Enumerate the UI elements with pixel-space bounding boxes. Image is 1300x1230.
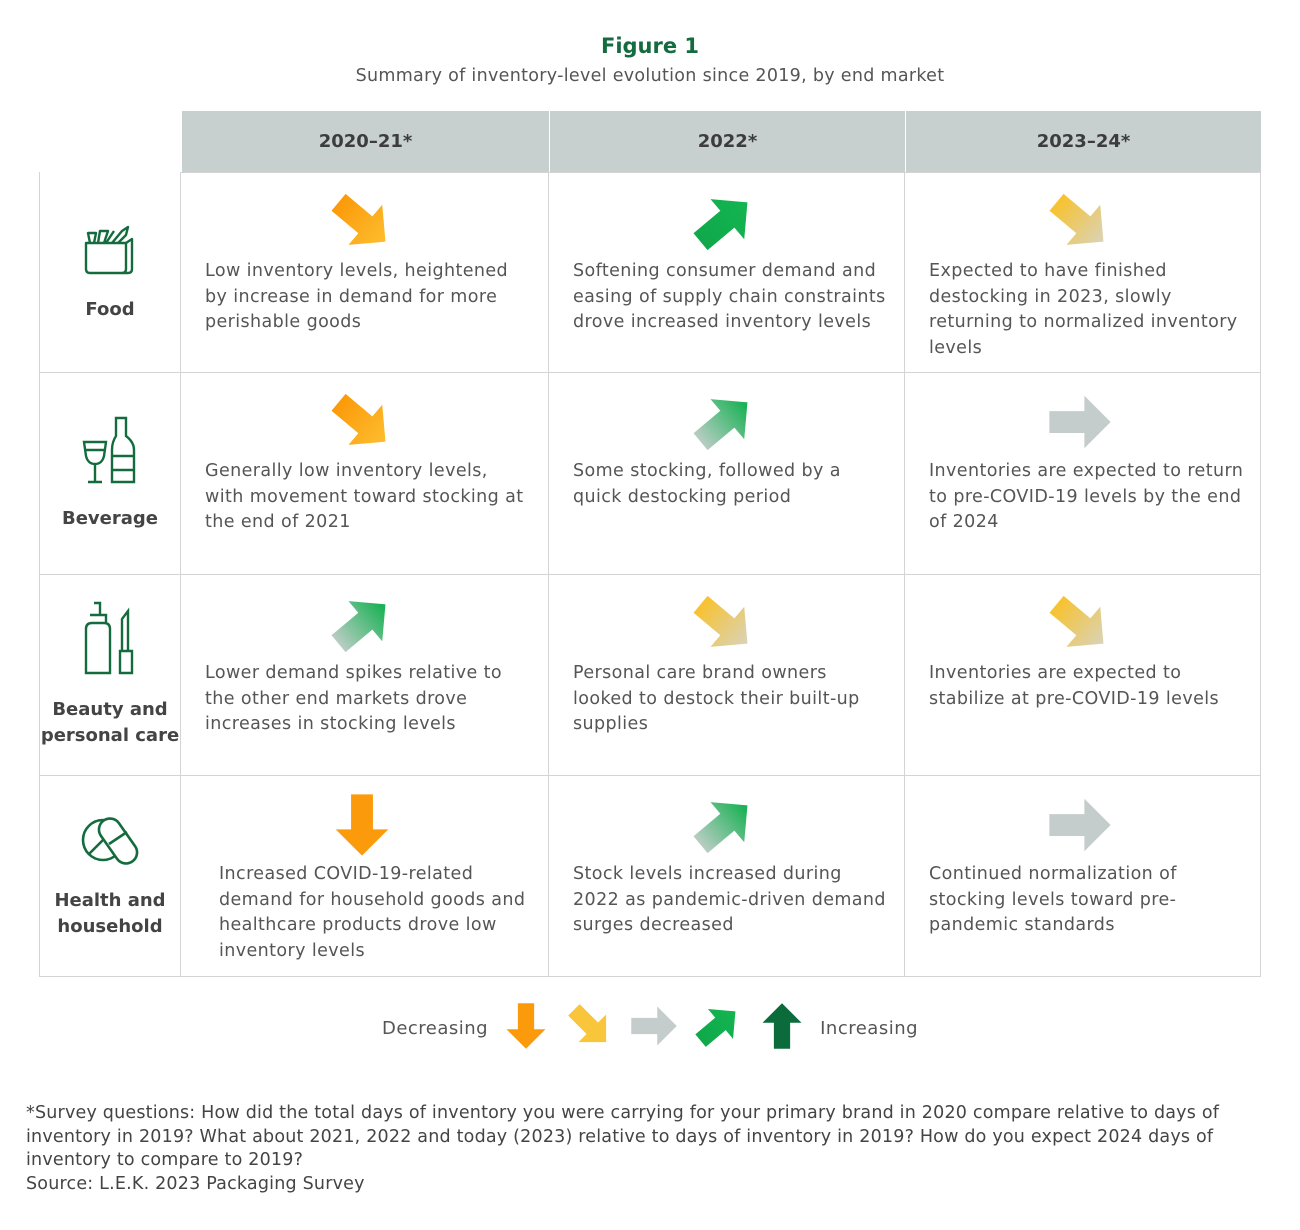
inventory-table: 2020–21* 2022* 2023–24* Food Low inventor… — [39, 111, 1261, 977]
arrow-down-right-orange-icon — [327, 187, 397, 261]
arrow-right-gray-icon — [1045, 387, 1115, 461]
arrow-up-right-gradient-icon — [689, 790, 759, 864]
arrow-down-right-orange-icon — [327, 387, 397, 461]
table-corner — [39, 111, 181, 172]
column-header: 2023–24* — [905, 111, 1261, 172]
cell-text: Expected to have finished destocking in … — [929, 261, 1238, 359]
table-cell: Lower demand spikes relative to the othe… — [181, 575, 549, 776]
row-label-beverage: Beverage — [39, 373, 181, 575]
table-cell: Generally low inventory levels, with mov… — [181, 373, 549, 575]
legend-arrow-down-right-solid-yellow-icon — [564, 1000, 616, 1057]
wine-bottle-icon — [82, 416, 138, 506]
table-cell: Stock levels increased during 2022 as pa… — [549, 776, 905, 977]
table-cell: Inventories are expected to stabilize at… — [905, 575, 1261, 776]
arrow-down-orange-icon — [327, 790, 397, 864]
row-label-text: Beauty and personal care — [40, 699, 180, 746]
arrow-down-right-yellow-icon — [1045, 589, 1115, 663]
grocery-bag-icon — [82, 221, 138, 297]
legend-arrow-up-dark-green-icon — [756, 1000, 808, 1057]
footnote: *Survey questions: How did the total day… — [26, 1102, 1276, 1196]
table-cell: Low inventory levels, heightened by incr… — [181, 172, 549, 373]
row-label-beauty-and-personal-care: Beauty and personal care — [39, 575, 181, 776]
row-label-text: Health and household — [54, 890, 166, 937]
table-cell: Increased COVID-19-related demand for ho… — [181, 776, 549, 977]
arrow-down-right-yellow-icon — [689, 589, 759, 663]
pills-icon — [79, 812, 141, 888]
table-cell: Expected to have finished destocking in … — [905, 172, 1261, 373]
cell-text: Personal care brand owners looked to des… — [573, 663, 860, 735]
cell-text: Inventories are expected to stabilize at… — [929, 663, 1220, 709]
cell-text: Some stocking, followed by a quick desto… — [573, 461, 841, 507]
cell-text: Increased COVID-19-related demand for ho… — [219, 864, 526, 962]
column-header: 2020–21* — [181, 111, 549, 172]
legend-decreasing-label: Decreasing — [381, 1018, 489, 1039]
legend-arrow-up-right-green-icon — [692, 1000, 744, 1057]
row-label-food: Food — [39, 172, 181, 373]
legend: Decreasing Increasing — [0, 1000, 1300, 1057]
cosmetics-icon — [82, 601, 138, 697]
legend-arrow-right-gray-icon — [628, 1000, 680, 1057]
cell-text: Low inventory levels, heightened by incr… — [205, 261, 509, 333]
source-text: Source: L.E.K. 2023 Packaging Survey — [26, 1173, 365, 1194]
arrow-up-right-gradient-icon — [689, 387, 759, 461]
arrow-right-gray-icon — [1045, 790, 1115, 864]
arrow-up-right-green-icon — [689, 187, 759, 261]
cell-text: Continued normalization of stocking leve… — [929, 864, 1177, 936]
table-cell: Softening consumer demand and easing of … — [549, 172, 905, 373]
table-cell: Some stocking, followed by a quick desto… — [549, 373, 905, 575]
figure-title: Figure 1 — [600, 34, 700, 58]
cell-text: Lower demand spikes relative to the othe… — [205, 663, 502, 735]
row-label-health-and-household: Health and household — [39, 776, 181, 977]
table-cell: Continued normalization of stocking leve… — [905, 776, 1261, 977]
table-cell: Personal care brand owners looked to des… — [549, 575, 905, 776]
row-label-text: Food — [85, 299, 135, 320]
footnote-text: *Survey questions: How did the total day… — [26, 1103, 1220, 1170]
arrow-down-right-yellow-icon — [1045, 187, 1115, 261]
legend-increasing-label: Increasing — [820, 1018, 919, 1039]
column-header: 2022* — [549, 111, 905, 172]
cell-text: Softening consumer demand and easing of … — [573, 261, 886, 333]
table-cell: Inventories are expected to return to pr… — [905, 373, 1261, 575]
row-label-text: Beverage — [62, 507, 158, 529]
legend-arrow-down-orange-icon — [500, 1000, 552, 1057]
figure-subtitle: Summary of inventory-level evolution sin… — [355, 66, 945, 86]
cell-text: Generally low inventory levels, with mov… — [205, 461, 524, 533]
cell-text: Stock levels increased during 2022 as pa… — [573, 864, 886, 936]
cell-text: Inventories are expected to return to pr… — [929, 461, 1244, 533]
arrow-up-right-gradient-icon — [327, 589, 397, 663]
